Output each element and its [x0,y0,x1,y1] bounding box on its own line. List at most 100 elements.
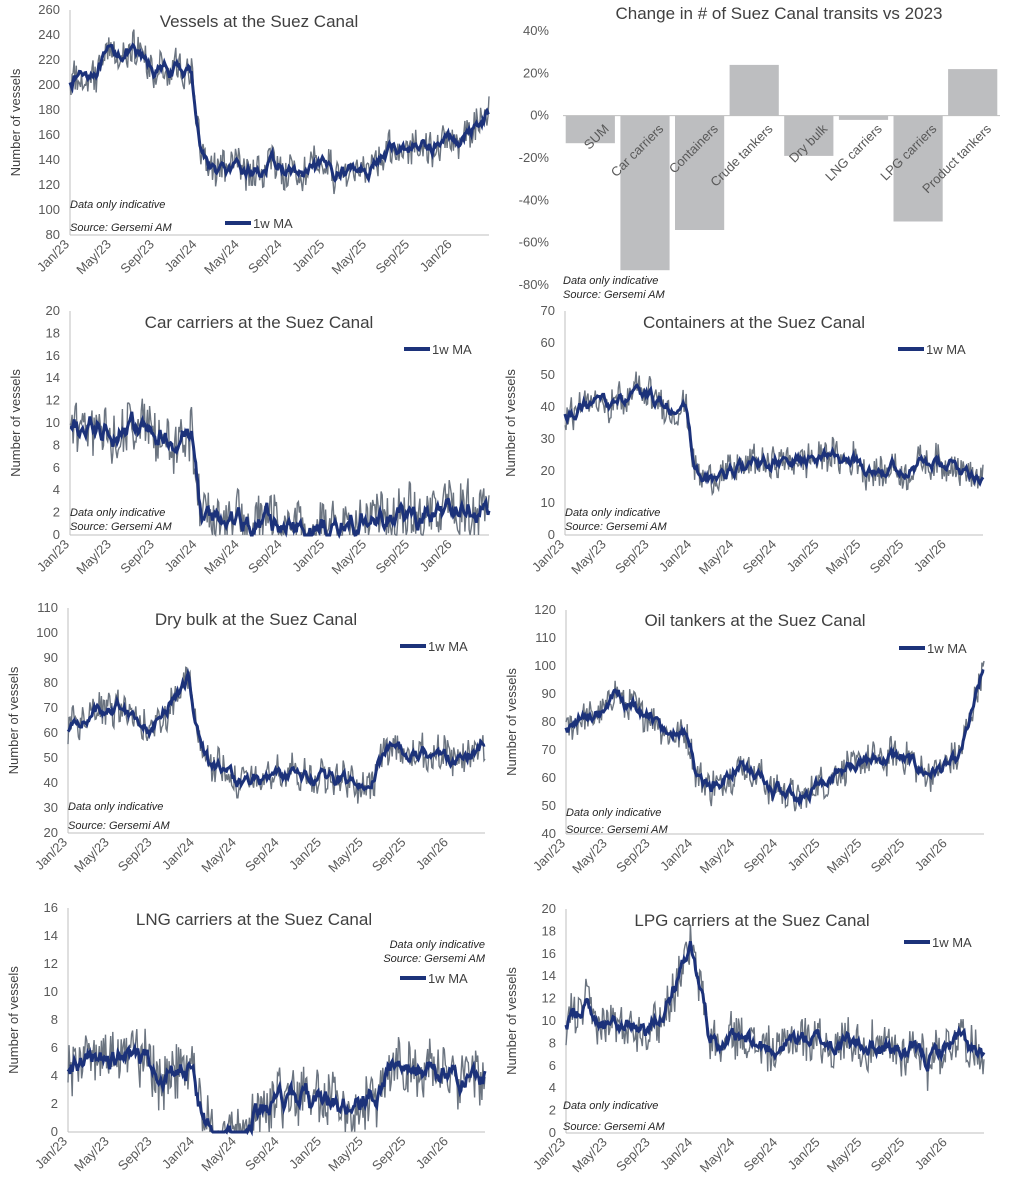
note-disclaimer: Data only indicative [68,801,163,813]
ma-series-line [68,42,490,184]
note-source: Source: Gersemi AM [70,222,173,234]
x-tick-label: Jan/25 [785,836,823,874]
y-tick-label: 110 [37,600,58,615]
bar-y-tick-label: 40% [523,23,549,38]
y-axis-label: Number of vessels [8,68,23,176]
y-tick-label: 120 [38,177,60,192]
daily-series-line [564,371,984,497]
note-disclaimer: Data only indicative [563,1100,658,1112]
x-tick-label: Sep/25 [369,835,409,875]
x-tick-label: May/24 [198,835,239,876]
bar-note-source: Source: Gersemi AM [563,289,666,301]
x-tick-label: Sep/24 [741,836,781,876]
bar-y-tick-label: -80% [519,277,550,292]
x-tick-label: Jan/24 [161,537,199,575]
x-tick-label: Sep/23 [613,836,653,876]
chart-title: Car carriers at the Suez Canal [145,313,374,332]
y-tick-label: 50 [541,367,555,382]
x-tick-label: Jan/23 [529,537,567,575]
bar-y-tick-label: -20% [519,150,550,165]
x-tick-label: Jan/26 [413,1134,451,1172]
y-tick-label: 70 [542,742,556,757]
x-tick-label: Jan/25 [784,537,822,575]
x-tick-label: May/25 [824,1135,865,1176]
note-disclaimer: Data only indicative [70,507,165,519]
x-tick-label: Sep/23 [115,835,155,875]
legend-label: 1w MA [428,639,468,654]
ma-series-line [66,1041,487,1137]
bar [948,69,998,116]
bar [838,115,889,120]
y-tick-label: 60 [44,725,58,740]
x-tick-label: Jan/23 [32,835,70,873]
x-tick-label: Jan/24 [657,1135,695,1173]
x-tick-label: Jan/26 [417,237,455,275]
y-tick-label: 18 [46,325,60,340]
x-tick-label: Jan/25 [286,1134,324,1172]
x-tick-label: Sep/24 [245,237,285,277]
ma-series-line [66,667,486,792]
x-tick-label: Sep/24 [740,537,780,577]
y-tick-label: 2 [549,1103,556,1118]
chart-title: LPG carriers at the Suez Canal [634,911,869,930]
y-axis-label: Number of vessels [504,668,519,776]
x-tick-label: May/24 [201,237,242,278]
x-tick-label: May/23 [73,537,114,578]
y-tick-label: 10 [542,1013,556,1028]
x-tick-label: Jan/26 [911,537,949,575]
y-tick-label: 12 [44,956,58,971]
y-tick-label: 6 [53,460,60,475]
x-tick-label: Jan/23 [32,1134,70,1172]
y-tick-label: 100 [36,625,58,640]
y-tick-label: 260 [38,2,60,17]
y-tick-label: 10 [44,984,58,999]
y-tick-label: 90 [542,686,556,701]
x-tick-label: Sep/24 [242,1134,282,1174]
x-tick-label: May/23 [569,1135,610,1176]
chart-title: Vessels at the Suez Canal [160,12,358,31]
y-tick-label: 60 [541,335,555,350]
x-tick-label: Sep/25 [867,537,907,577]
ma-series-line [69,411,491,540]
y-tick-label: 14 [46,370,60,385]
daily-series-line [67,666,486,804]
y-tick-label: 50 [44,750,58,765]
y-tick-label: 90 [44,650,58,665]
y-tick-label: 40 [44,775,58,790]
x-tick-label: May/25 [329,537,370,578]
daily-series-line [67,1028,486,1133]
legend-label: 1w MA [428,971,468,986]
y-tick-label: 6 [51,1040,58,1055]
x-tick-label: Sep/25 [868,836,908,876]
x-tick-label: Jan/24 [159,835,197,873]
daily-series-line [69,29,490,195]
bar [784,115,834,156]
y-tick-label: 120 [534,602,556,617]
x-tick-label: Sep/24 [242,835,282,875]
x-tick-label: Jan/24 [159,1134,197,1172]
y-tick-label: 16 [46,348,60,363]
bar [893,115,943,222]
legend-label: 1w MA [927,641,967,656]
x-tick-label: Jan/25 [289,537,327,575]
y-axis-label: Number of vessels [504,967,519,1075]
y-tick-label: 20 [541,463,555,478]
chart-title: Containers at the Suez Canal [643,313,865,332]
timeseries-chart-4: 20 30 40 50 60 70 80 90 100 110 Jan/23 May/23 Sep/23… [6,600,486,876]
y-tick-label: 200 [38,77,60,92]
x-tick-label: May/23 [73,237,114,278]
x-tick-label: Jan/25 [785,1135,823,1173]
x-tick-label: Sep/25 [372,237,412,277]
x-tick-label: May/24 [697,1135,738,1176]
daily-series-line [565,924,985,1091]
legend-label: 1w MA [926,342,966,357]
y-tick-label: 80 [542,714,556,729]
y-tick-label: 60 [542,770,556,785]
ma-series-line [563,383,985,487]
x-tick-label: Sep/23 [613,1135,653,1175]
y-tick-label: 14 [542,968,556,983]
